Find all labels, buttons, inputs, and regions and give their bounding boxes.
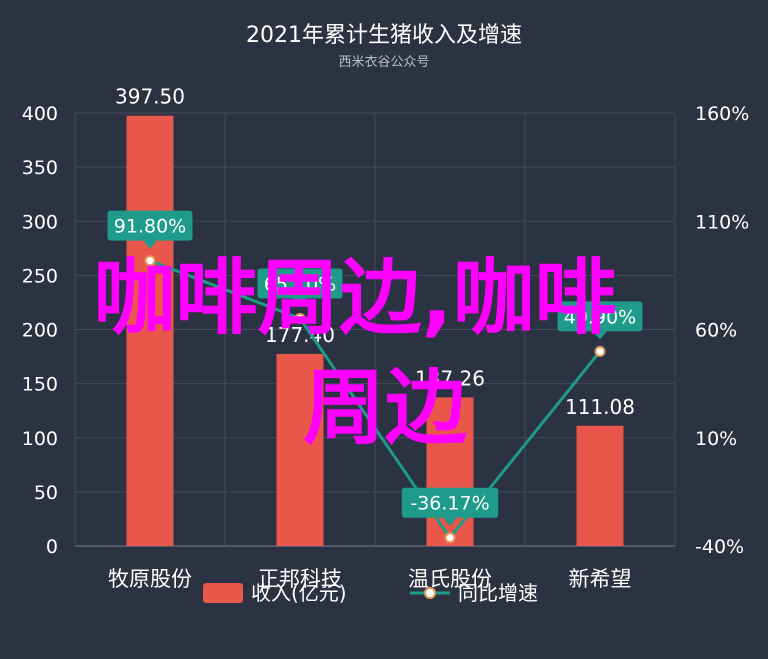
growth-value-label: 49.90%	[564, 306, 636, 328]
growth-point	[144, 255, 156, 267]
y-left-tick-label: 0	[46, 536, 58, 558]
x-tick-label: 正邦科技	[258, 567, 342, 591]
growth-value-label: -36.17%	[410, 493, 489, 515]
growth-point	[444, 532, 456, 544]
overlay-text-line1: 咖啡周边,咖啡	[93, 251, 616, 346]
chart-subtitle: 西米衣谷公众号	[338, 54, 429, 70]
growth-label-box	[257, 268, 343, 299]
y-right-tick-label: -40%	[695, 536, 744, 558]
legend-label-bars: 收入(亿元)	[251, 581, 347, 605]
y-left-tick-label: 400	[22, 103, 58, 125]
bar-value-label: 111.08	[565, 395, 635, 419]
y-left-tick-label: 200	[22, 320, 58, 342]
growth-label-pointer	[443, 517, 457, 526]
y-right-tick-label: 160%	[695, 103, 749, 125]
y-right-tick-label: 110%	[695, 211, 749, 233]
bar-value-label: 397.50	[115, 85, 185, 109]
growth-label-box	[401, 487, 499, 518]
y-right-tick-label: 60%	[695, 320, 737, 342]
growth-line	[149, 259, 602, 541]
overlay-text-line2: 周边	[303, 361, 467, 456]
y-left-tick-label: 250	[22, 265, 58, 287]
y-left-tick-label: 300	[22, 211, 58, 233]
y-right-tick-label: 10%	[695, 428, 737, 450]
x-tick-label: 牧原股份	[108, 567, 192, 591]
bar	[576, 425, 624, 546]
growth-point	[294, 312, 306, 324]
growth-label-box	[107, 210, 193, 241]
growth-label-pointer	[293, 298, 307, 307]
growth-label-box	[557, 301, 643, 332]
y-left-tick-label: 50	[34, 482, 58, 504]
x-tick-label: 温氏股份	[408, 567, 492, 591]
growth-label-pointer	[593, 331, 607, 340]
bar-value-label: 137.26	[415, 366, 485, 390]
chart-title: 2021年累计生猪收入及增速	[246, 23, 522, 48]
y-left-tick-label: 150	[22, 374, 58, 396]
y-left-tick-label: 100	[22, 428, 58, 450]
growth-label-pointer	[143, 240, 157, 249]
y-left-tick-label: 350	[22, 157, 58, 179]
legend-swatch-bars	[203, 583, 243, 603]
bar	[126, 115, 174, 547]
bar	[276, 353, 324, 546]
growth-point	[594, 345, 606, 357]
bar-value-label: 177.40	[265, 323, 335, 347]
growth-value-label: 65.10%	[264, 273, 336, 295]
legend-swatch-marker	[424, 587, 436, 599]
growth-value-label: 91.80%	[114, 216, 186, 238]
x-tick-label: 新希望	[569, 567, 632, 591]
legend-label-line: 同比增速	[458, 581, 538, 605]
